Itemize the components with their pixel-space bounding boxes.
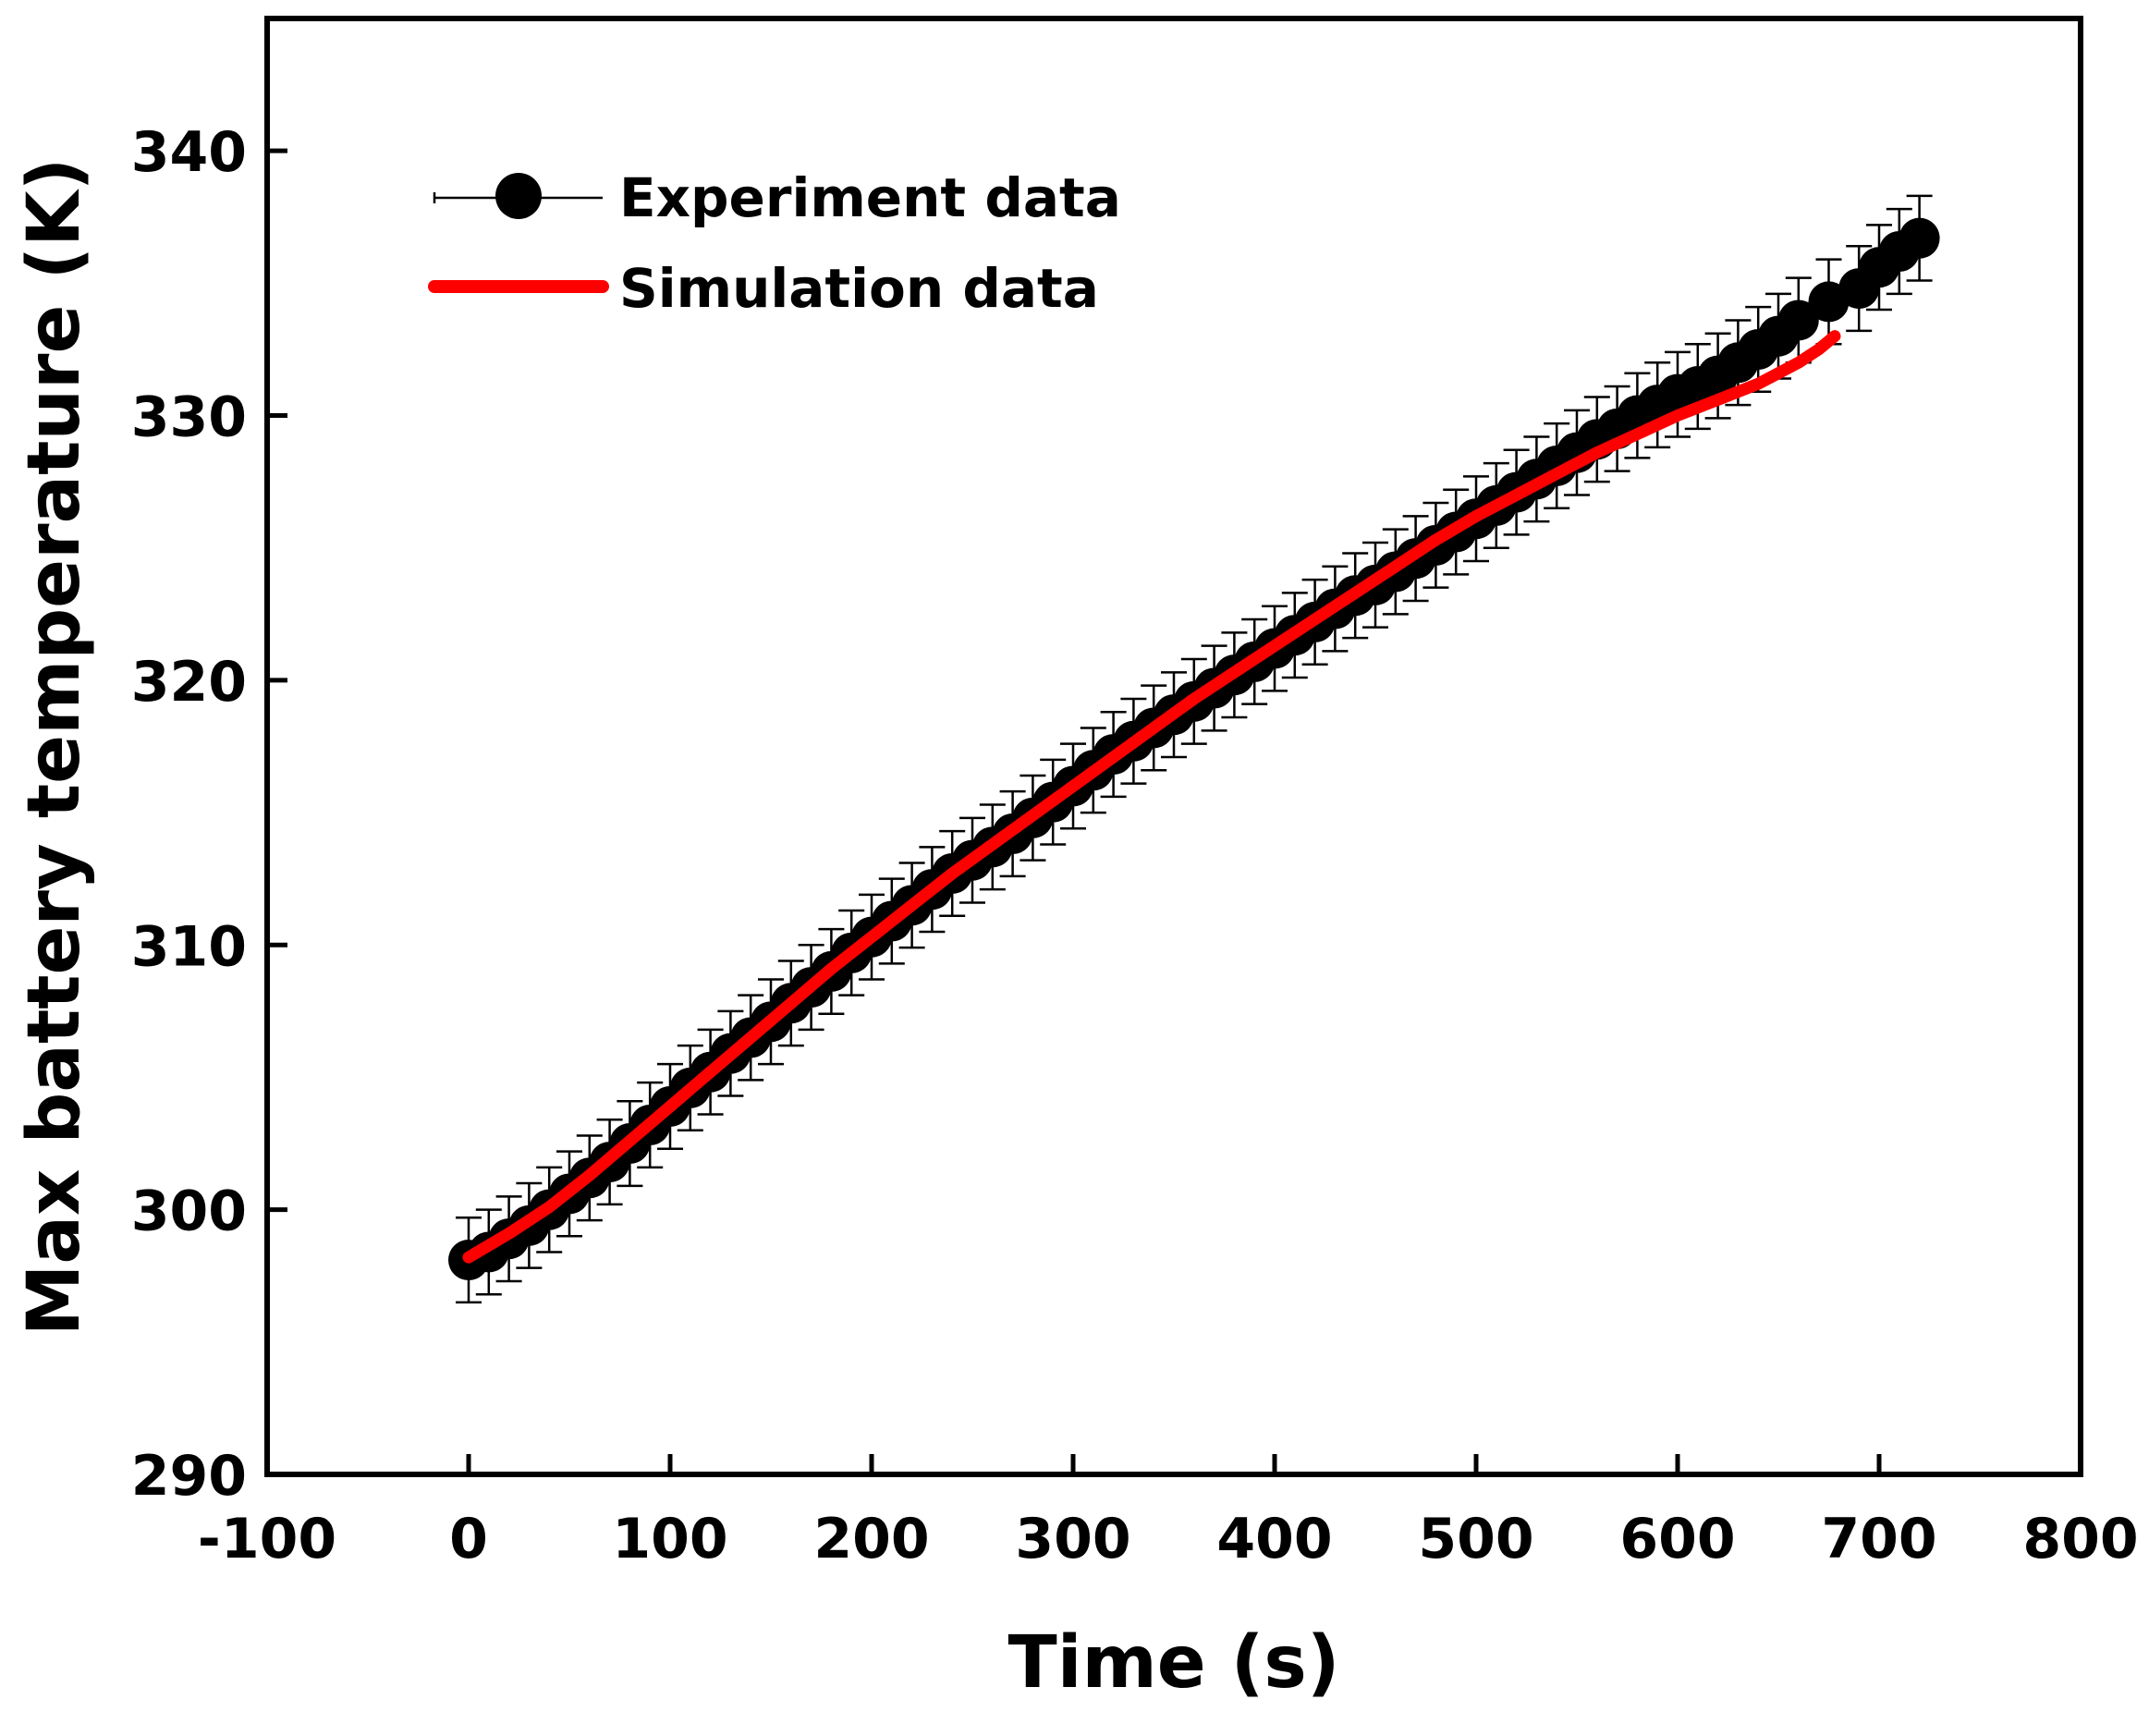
experiment-point — [1777, 300, 1819, 341]
x-tick-label: 500 — [1418, 1507, 1533, 1571]
series-layer — [448, 194, 1940, 1304]
legend-experiment-label: Experiment data — [619, 166, 1121, 229]
legend-simulation-label: Simulation data — [619, 257, 1099, 320]
y-tick-label: 330 — [131, 385, 247, 450]
x-tick-label: 700 — [1821, 1507, 1936, 1571]
x-tick-label: 300 — [1015, 1507, 1130, 1571]
y-tick-label: 310 — [131, 914, 247, 979]
y-axis-ticks: 290 300 310 320 330 340 — [131, 120, 287, 1509]
plot-frame — [264, 16, 2083, 1477]
y-tick-label: 290 — [131, 1444, 247, 1509]
x-tick-label: 400 — [1216, 1507, 1332, 1571]
legend-experiment-marker — [495, 173, 542, 219]
x-tick-label: 600 — [1619, 1507, 1735, 1571]
legend: Experiment data Simulation data — [428, 166, 1121, 320]
x-tick-label: -100 — [198, 1507, 336, 1571]
x-tick-label: 200 — [813, 1507, 929, 1571]
x-tick-label: 800 — [2022, 1507, 2138, 1571]
x-axis-title: Time (s) — [1008, 1621, 1340, 1705]
x-tick-label: 0 — [449, 1507, 488, 1571]
experiment-point — [1899, 217, 1940, 259]
y-tick-label: 300 — [131, 1180, 247, 1244]
y-tick-label: 320 — [131, 650, 247, 715]
y-axis-title: Max battery temperature (K) — [13, 158, 96, 1337]
x-axis-ticks: -100 0 100 200 300 400 500 600 700 800 — [198, 1454, 2139, 1571]
simulation-line — [462, 330, 1841, 1264]
experiment-series — [448, 194, 1940, 1304]
y-tick-label: 340 — [131, 120, 247, 185]
x-tick-label: 100 — [612, 1507, 727, 1571]
